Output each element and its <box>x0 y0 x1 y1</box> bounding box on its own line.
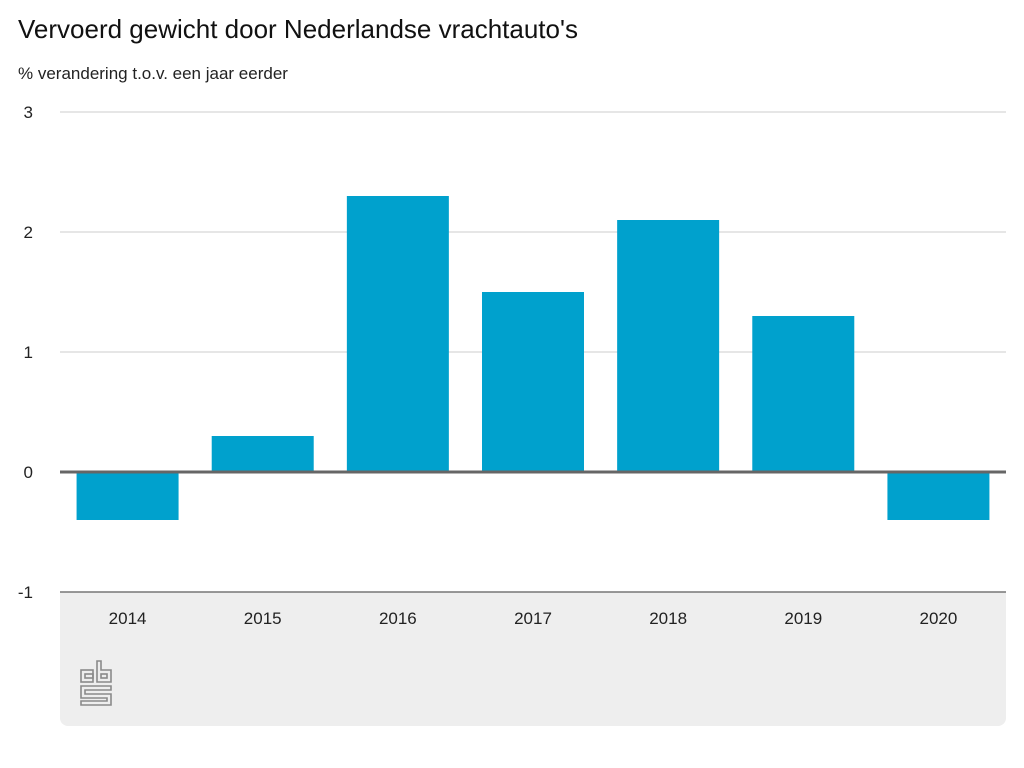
chart-subtitle: % verandering t.o.v. een jaar eerder <box>18 64 288 83</box>
x-tick-label: 2016 <box>379 609 417 628</box>
y-tick-label: 1 <box>24 343 33 362</box>
bar-2015 <box>211 436 314 472</box>
bar-2014 <box>76 472 179 520</box>
y-tick-label: 3 <box>24 103 33 122</box>
y-tick-label: -1 <box>18 583 33 602</box>
bar-2017 <box>482 292 584 472</box>
bars <box>76 196 990 520</box>
y-axis-tick-labels: 3 2 1 0 -1 <box>18 103 33 602</box>
chart-title: Vervoerd gewicht door Nederlandse vracht… <box>18 14 578 44</box>
x-tick-label: 2019 <box>784 609 822 628</box>
bar-2016 <box>346 196 449 472</box>
y-tick-label: 0 <box>24 463 33 482</box>
bar-2020 <box>887 472 990 520</box>
x-tick-label: 2020 <box>920 609 958 628</box>
x-tick-label: 2017 <box>514 609 552 628</box>
x-tick-label: 2015 <box>244 609 282 628</box>
y-tick-label: 2 <box>24 223 33 242</box>
bar-2019 <box>752 316 855 472</box>
x-axis-tick-labels: 2014 2015 2016 2017 2018 2019 2020 <box>109 609 958 628</box>
x-axis-panel <box>60 592 1006 726</box>
x-tick-label: 2014 <box>109 609 147 628</box>
cbs-logo-icon <box>80 660 112 706</box>
bar-2018 <box>617 220 720 472</box>
x-tick-label: 2018 <box>649 609 687 628</box>
